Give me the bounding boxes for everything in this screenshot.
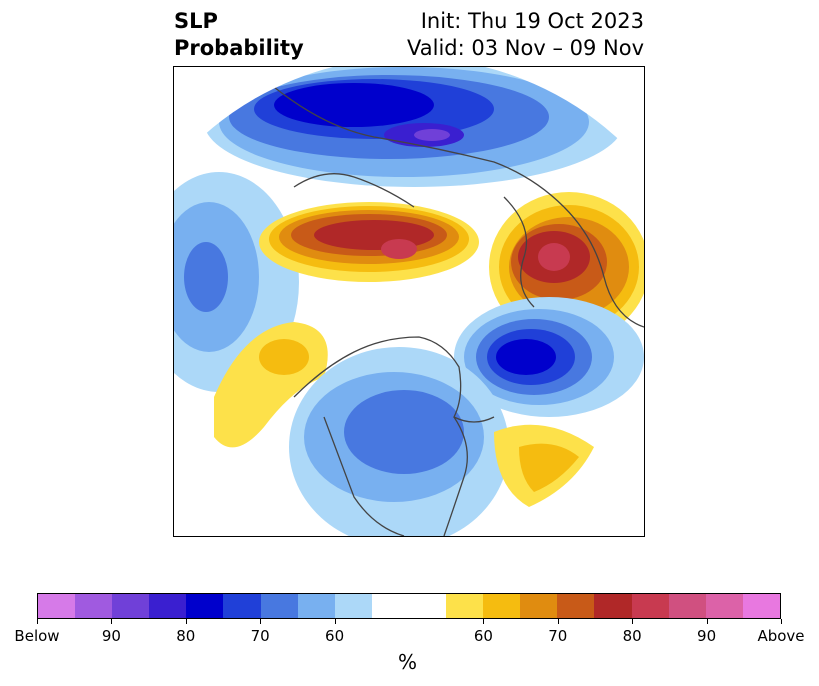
colorbar-cell — [260, 594, 298, 618]
region-atlantic-below — [454, 297, 644, 417]
colorbar-cell — [705, 594, 743, 618]
coastlines — [273, 86, 644, 536]
region-nepacific-above — [214, 322, 328, 448]
colorbar-tick-mark — [557, 619, 559, 624]
colorbar — [37, 593, 781, 619]
colorbar-tick-mark — [111, 619, 113, 624]
colorbar-cell — [408, 594, 447, 618]
region-namerica-below — [289, 347, 509, 536]
colorbar-cell — [446, 594, 484, 618]
map-title: SLP Probability — [174, 8, 304, 62]
colorbar-tick-mark — [260, 619, 262, 624]
region-siberia-above — [259, 202, 479, 282]
map-panel — [173, 66, 645, 537]
colorbar-tick-label: Above — [757, 627, 805, 645]
colorbar-cell — [483, 594, 521, 618]
colorbar-tick-label: 80 — [622, 627, 642, 645]
title-line-2: Probability — [174, 36, 304, 60]
colorbar-cell — [75, 594, 113, 618]
valid-range: Valid: 03 Nov – 09 Nov — [407, 36, 644, 60]
colorbar-tick-label: 60 — [473, 627, 493, 645]
colorbar-tick-label: 90 — [101, 627, 121, 645]
colorbar-cell — [38, 594, 76, 618]
colorbar-tick-mark — [37, 619, 38, 624]
title-line-1: SLP — [174, 9, 218, 33]
colorbar-cell — [520, 594, 558, 618]
colorbar-unit: % — [398, 650, 418, 674]
colorbar-tick-label: 70 — [548, 627, 568, 645]
colorbar-cell — [668, 594, 706, 618]
colorbar-tick-mark — [185, 619, 187, 624]
colorbar-tick-mark — [483, 619, 485, 624]
colorbar-tick-label: 90 — [697, 627, 717, 645]
colorbar-cell — [594, 594, 632, 618]
region-subatlantic-above — [494, 424, 594, 507]
colorbar-tick-mark — [706, 619, 708, 624]
colorbar-cell — [223, 594, 261, 618]
colorbar-tick-mark — [632, 619, 634, 624]
colorbar-tick-label: 70 — [250, 627, 270, 645]
colorbar-cell — [112, 594, 150, 618]
probability-map — [174, 67, 644, 536]
date-info: Init: Thu 19 Oct 2023 Valid: 03 Nov – 09… — [407, 8, 644, 62]
colorbar-tick-label: 60 — [325, 627, 345, 645]
colorbar-cell — [149, 594, 187, 618]
colorbar-tick-mark — [781, 619, 782, 624]
region-eurasia-below — [204, 67, 624, 187]
init-date: Init: Thu 19 Oct 2023 — [420, 9, 644, 33]
colorbar-cell — [742, 594, 780, 618]
colorbar-tick-label: 80 — [176, 627, 196, 645]
colorbar-cell — [186, 594, 224, 618]
colorbar-cell — [334, 594, 372, 618]
colorbar-cell — [371, 594, 409, 618]
colorbar-tick-mark — [334, 619, 336, 624]
colorbar-cell — [557, 594, 595, 618]
colorbar-cell — [631, 594, 669, 618]
colorbar-cell — [297, 594, 335, 618]
colorbar-tick-label: Below — [14, 627, 60, 645]
